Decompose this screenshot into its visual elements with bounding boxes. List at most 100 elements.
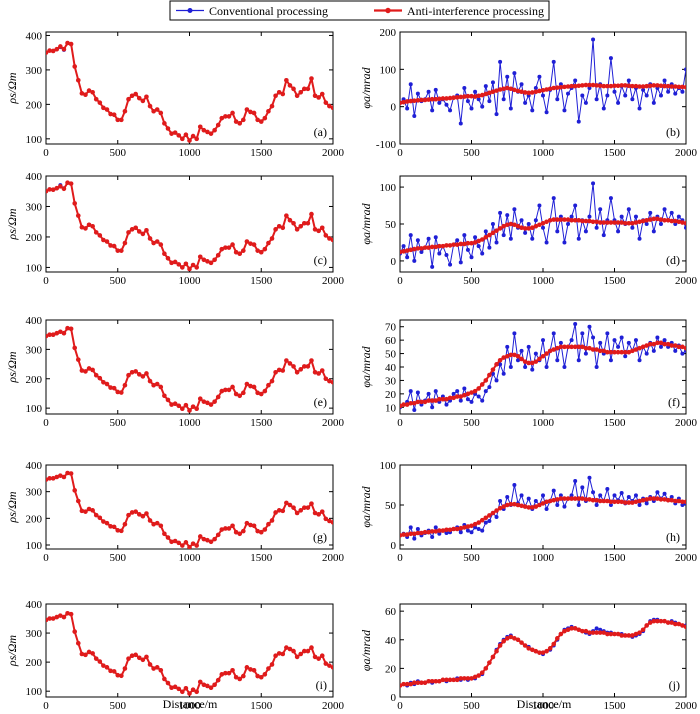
data-point-conventional	[587, 324, 592, 329]
data-point-anti-interference	[219, 115, 225, 121]
panel-letter: (e)	[314, 395, 327, 409]
data-point-anti-interference	[154, 381, 160, 387]
data-point-anti-interference	[68, 181, 74, 186]
y-tick-label: 60	[385, 335, 397, 347]
data-point-anti-interference	[626, 349, 632, 355]
data-point-anti-interference	[594, 347, 599, 352]
y-tick-label: 50	[385, 219, 397, 231]
data-point-anti-interference	[562, 496, 567, 501]
data-point-anti-interference	[451, 677, 456, 683]
y-tick-label: 300	[26, 65, 43, 77]
data-point-anti-interference	[633, 631, 639, 637]
data-point-anti-interference	[583, 345, 589, 351]
data-point-anti-interference	[50, 48, 56, 54]
data-point-anti-interference	[662, 83, 667, 89]
data-point-anti-interference	[651, 83, 657, 88]
data-point-anti-interference	[526, 646, 531, 651]
data-point-conventional	[626, 207, 631, 212]
x-tick-label: 2000	[322, 147, 345, 159]
data-point-anti-interference	[241, 390, 246, 396]
data-point-anti-interference	[680, 220, 685, 225]
data-point-anti-interference	[309, 76, 314, 81]
data-point-anti-interference	[458, 394, 464, 399]
data-point-anti-interference	[183, 261, 189, 267]
data-point-anti-interference	[658, 217, 664, 222]
data-point-anti-interference	[93, 230, 99, 235]
data-point-conventional	[473, 235, 478, 240]
data-point-anti-interference	[408, 531, 414, 537]
data-point-anti-interference	[266, 382, 271, 388]
data-point-anti-interference	[97, 515, 103, 521]
y-tick-label: 400	[26, 460, 43, 472]
data-point-anti-interference	[187, 138, 192, 143]
data-point-anti-interference	[83, 226, 88, 231]
data-point-anti-interference	[284, 213, 289, 218]
data-point-conventional	[401, 244, 406, 249]
x-tick-label: 2000	[675, 700, 698, 712]
data-point-anti-interference	[72, 629, 77, 634]
data-point-anti-interference	[472, 521, 478, 527]
data-point-anti-interference	[655, 83, 660, 88]
data-point-anti-interference	[172, 259, 178, 265]
y-tick-label: 0	[391, 692, 397, 704]
data-point-conventional	[587, 475, 592, 480]
data-point-anti-interference	[262, 672, 268, 677]
data-point-conventional	[448, 262, 453, 267]
data-point-anti-interference	[429, 398, 435, 403]
data-point-anti-interference	[651, 341, 657, 347]
data-point-anti-interference	[258, 674, 264, 680]
data-point-anti-interference	[97, 233, 103, 238]
data-point-anti-interference	[316, 95, 321, 100]
data-point-anti-interference	[444, 243, 449, 248]
data-point-anti-interference	[187, 691, 192, 696]
data-point-conventional	[533, 499, 538, 503]
y-axis-title: φa/mrad	[359, 485, 373, 527]
data-point-anti-interference	[608, 349, 614, 355]
data-point-conventional	[605, 331, 610, 336]
data-point-anti-interference	[440, 677, 446, 683]
data-point-anti-interference	[501, 223, 506, 229]
data-point-anti-interference	[558, 344, 564, 350]
data-point-anti-interference	[93, 372, 99, 378]
data-point-anti-interference	[583, 497, 589, 502]
data-point-anti-interference	[83, 652, 88, 658]
data-point-anti-interference	[597, 348, 603, 354]
data-point-anti-interference	[58, 473, 63, 478]
data-point-anti-interference	[122, 666, 128, 671]
data-point-anti-interference	[576, 344, 582, 350]
data-point-anti-interference	[226, 670, 232, 676]
data-point-anti-interference	[626, 633, 632, 638]
data-point-anti-interference	[284, 77, 289, 83]
data-point-anti-interference	[454, 526, 460, 532]
data-point-conventional	[494, 378, 499, 383]
data-point-anti-interference	[219, 527, 225, 532]
data-point-anti-interference	[169, 131, 174, 136]
data-point-anti-interference	[590, 347, 596, 352]
data-point-anti-interference	[294, 227, 300, 232]
data-point-anti-interference	[444, 527, 449, 533]
data-point-anti-interference	[529, 647, 535, 653]
plot-data	[400, 322, 686, 412]
data-point-anti-interference	[426, 398, 431, 403]
data-point-conventional	[405, 255, 410, 260]
data-point-anti-interference	[601, 348, 607, 354]
data-point-anti-interference	[605, 498, 610, 504]
data-point-conventional	[558, 493, 563, 498]
data-point-anti-interference	[655, 216, 660, 222]
data-point-anti-interference	[587, 630, 592, 635]
data-point-anti-interference	[655, 340, 660, 346]
data-point-anti-interference	[54, 474, 60, 480]
data-point-anti-interference	[298, 367, 304, 372]
data-point-anti-interference	[658, 618, 664, 624]
data-point-anti-interference	[172, 130, 178, 135]
data-point-anti-interference	[312, 654, 318, 660]
data-point-anti-interference	[558, 84, 564, 90]
data-point-anti-interference	[401, 99, 406, 105]
data-point-anti-interference	[669, 497, 674, 503]
panel-letter: (i)	[316, 678, 327, 692]
data-point-anti-interference	[190, 262, 196, 268]
data-point-anti-interference	[537, 222, 542, 228]
legend-conventional-label: Conventional processing	[209, 4, 328, 18]
data-point-anti-interference	[476, 673, 481, 678]
